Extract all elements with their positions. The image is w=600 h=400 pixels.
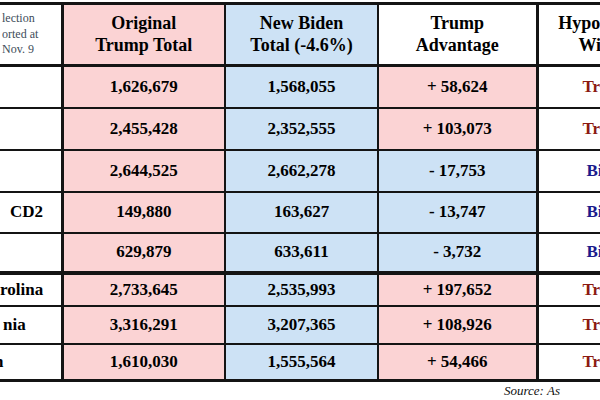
winner-cell: Biden <box>537 233 600 273</box>
winner-cell: Biden <box>537 192 600 233</box>
biden-total-cell: 1,568,055 <box>225 66 378 108</box>
state-cell <box>0 66 62 108</box>
header-row: lection orted at Nov. 9 Original Trump T… <box>0 4 600 66</box>
state-name-fragment: rolina <box>0 280 43 299</box>
table-row: n 1,610,030 1,555,564 + 54,466 Trump <box>0 344 600 381</box>
state-name-fragment: CD2 <box>0 202 43 221</box>
winner-cell: Trump <box>537 306 600 344</box>
biden-total-cell: 2,662,278 <box>225 150 378 192</box>
header-line: Advantage <box>379 35 536 57</box>
winner-label: Biden <box>586 202 600 221</box>
biden-total-cell: 3,207,365 <box>225 306 378 344</box>
state-cell: nia <box>0 306 62 344</box>
biden-total-cell: 2,352,555 <box>225 108 378 150</box>
state-cell: CD2 <box>0 192 62 233</box>
winner-label: Trump <box>582 119 600 138</box>
corner-line-1: lection <box>0 11 61 26</box>
results-table: lection orted at Nov. 9 Original Trump T… <box>0 2 600 382</box>
header-hypothetical-winner: Hypothetical Winner <box>537 4 600 66</box>
winner-label: Trump <box>582 280 600 299</box>
trump-total-cell: 1,610,030 <box>62 344 225 381</box>
corner-header-reported-at: lection orted at Nov. 9 <box>0 4 62 66</box>
winner-cell: Trump <box>537 108 600 150</box>
winner-cell: Trump <box>537 273 600 306</box>
state-name-fragment: n <box>0 352 3 372</box>
table-row: CD2 149,880 163,627 - 13,747 Biden <box>0 192 600 233</box>
trump-total-cell: 1,626,679 <box>62 66 225 108</box>
biden-total-cell: 2,535,993 <box>225 273 378 306</box>
state-cell <box>0 233 62 273</box>
advantage-cell: - 13,747 <box>378 192 537 233</box>
advantage-cell: - 3,732 <box>378 233 537 273</box>
header-line: New Biden <box>226 13 377 35</box>
state-cell <box>0 150 62 192</box>
state-name-fragment: nia <box>0 315 26 334</box>
winner-cell: Biden <box>537 150 600 192</box>
table-row: 2,644,525 2,662,278 - 17,753 Biden <box>0 150 600 192</box>
winner-label: Trump <box>582 315 600 334</box>
header-line: Hypothetical <box>539 13 600 35</box>
table-row: nia 3,316,291 3,207,365 + 108,926 Trump <box>0 306 600 344</box>
trump-total-cell: 2,644,525 <box>62 150 225 192</box>
trump-total-cell: 629,879 <box>62 233 225 273</box>
trump-total-cell: 2,455,428 <box>62 108 225 150</box>
biden-total-cell: 1,555,564 <box>225 344 378 381</box>
trump-total-cell: 149,880 <box>62 192 225 233</box>
header-line: Original <box>64 13 225 35</box>
header-new-biden-total: New Biden Total (-4.6%) <box>225 4 378 66</box>
winner-cell: Trump <box>537 66 600 108</box>
advantage-cell: + 108,926 <box>378 306 537 344</box>
advantage-cell: + 103,073 <box>378 108 537 150</box>
table-row: 629,879 633,611 - 3,732 Biden <box>0 233 600 273</box>
trump-total-cell: 3,316,291 <box>62 306 225 344</box>
winner-label: Biden <box>586 242 600 261</box>
advantage-cell: + 197,652 <box>378 273 537 306</box>
header-line: Trump Total <box>64 35 225 57</box>
corner-line-2: orted at <box>0 27 61 42</box>
biden-total-cell: 633,611 <box>225 233 378 273</box>
biden-total-cell: 163,627 <box>225 192 378 233</box>
header-trump-advantage: Trump Advantage <box>378 4 537 66</box>
advantage-cell: - 17,753 <box>378 150 537 192</box>
header-line: Trump <box>379 13 536 35</box>
advantage-cell: + 54,466 <box>378 344 537 381</box>
state-cell: n <box>0 344 62 381</box>
corner-line-3: Nov. 9 <box>0 42 61 57</box>
header-original-trump-total: Original Trump Total <box>62 4 225 66</box>
election-table-page: lection orted at Nov. 9 Original Trump T… <box>0 0 600 400</box>
header-line: Total (-4.6%) <box>226 35 377 57</box>
table-row: 2,455,428 2,352,555 + 103,073 Trump <box>0 108 600 150</box>
source-note: Source: As <box>504 383 560 399</box>
advantage-cell: + 58,624 <box>378 66 537 108</box>
state-cell: rolina <box>0 273 62 306</box>
winner-label: Trump <box>582 352 600 371</box>
table-row: 1,626,679 1,568,055 + 58,624 Trump <box>0 66 600 108</box>
state-cell <box>0 108 62 150</box>
header-line: Winner <box>539 35 600 57</box>
trump-total-cell: 2,733,645 <box>62 273 225 306</box>
winner-label: Trump <box>582 77 600 96</box>
winner-cell: Trump <box>537 344 600 381</box>
winner-label: Biden <box>586 161 600 180</box>
table-row: rolina 2,733,645 2,535,993 + 197,652 Tru… <box>0 273 600 306</box>
